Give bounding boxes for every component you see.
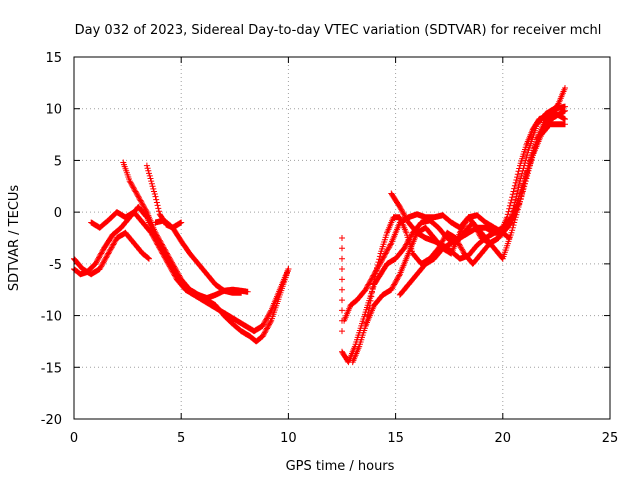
series-markers	[396, 110, 568, 298]
series-pass-9	[341, 103, 568, 324]
series-pass-13	[396, 110, 568, 298]
series-markers	[341, 103, 568, 324]
x-tick-label: 25	[602, 431, 619, 446]
x-tick-label: 15	[387, 431, 404, 446]
y-tick-label: -10	[41, 310, 62, 325]
y-tick-label: 10	[45, 103, 62, 118]
y-tick-label: 0	[54, 206, 62, 221]
x-tick-label: 5	[177, 431, 185, 446]
y-tick-label: 5	[54, 154, 62, 169]
series-markers	[152, 217, 245, 296]
series-layer	[71, 85, 568, 366]
x-tick-label: 20	[495, 431, 512, 446]
x-axis-label: GPS time / hours	[286, 459, 395, 474]
y-tick-label: -20	[41, 413, 62, 428]
y-axis-label: SDTVAR / TECUs	[7, 185, 22, 292]
x-tick-label: 0	[70, 431, 78, 446]
axis-ticks: 0 5 10 15 20 25 -20 -15 -10 -5 0 5 10 15	[41, 51, 619, 446]
y-tick-label: -5	[49, 258, 62, 273]
grid	[74, 57, 610, 419]
y-tick-label: -15	[41, 361, 62, 376]
series-pass-4	[120, 159, 292, 345]
x-tick-label: 10	[280, 431, 297, 446]
chart-title: Day 032 of 2023, Sidereal Day-to-day VTE…	[75, 23, 602, 38]
plot-frame	[73, 56, 611, 420]
series-pass-6	[152, 217, 245, 296]
y-tick-label: 15	[45, 51, 62, 66]
series-markers	[120, 159, 292, 345]
